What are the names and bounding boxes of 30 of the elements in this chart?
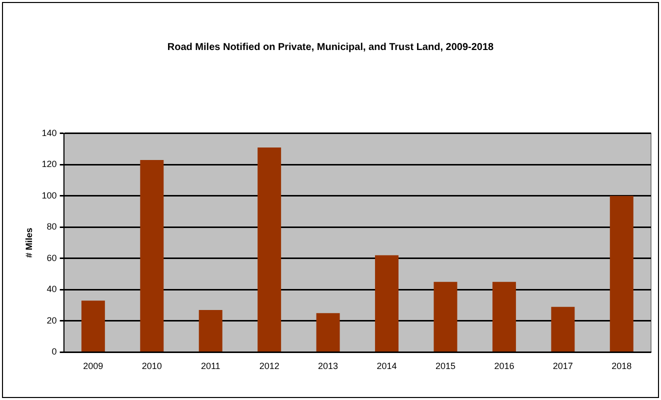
bar: [81, 300, 105, 352]
bar: [316, 313, 340, 352]
bar: [492, 282, 516, 352]
y-tick-label: 140: [42, 128, 57, 138]
bar: [375, 255, 399, 352]
y-tick-label: 120: [42, 159, 57, 170]
y-tick-label: 0: [52, 346, 57, 357]
y-tick-label: 20: [46, 315, 57, 326]
x-tick-label: 2011: [200, 361, 220, 372]
bar: [610, 196, 634, 352]
y-tick-label: 40: [46, 284, 57, 294]
bar: [258, 147, 282, 352]
x-tick-label: 2012: [259, 361, 280, 372]
x-tick-label: 2010: [142, 361, 162, 372]
x-tick-label: 2013: [318, 361, 338, 372]
bar: [140, 160, 164, 352]
y-tick-label: 100: [42, 190, 57, 200]
x-tick-label: 2018: [612, 361, 632, 372]
bar: [434, 282, 458, 352]
bar: [198, 310, 222, 352]
y-tick-label: 60: [46, 252, 57, 263]
x-tick-label: 2009: [83, 361, 104, 372]
x-tick-label: 2016: [494, 361, 514, 372]
y-tick-label: 80: [46, 222, 57, 232]
y-axis-title: # Miles: [24, 228, 34, 258]
x-tick-label: 2017: [552, 361, 573, 372]
x-tick-label: 2015: [435, 361, 456, 372]
x-tick-label: 2014: [376, 361, 397, 372]
bar: [551, 306, 575, 352]
chart-title: Road Miles Notified on Private, Municipal, and Trust Land, 2009-2018: [166, 42, 495, 53]
